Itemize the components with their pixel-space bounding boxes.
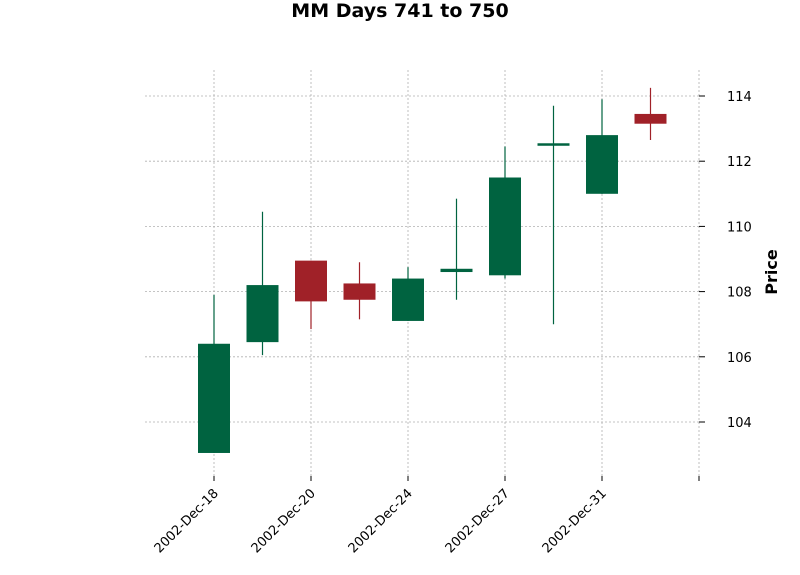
- candle-layer: [198, 87, 667, 453]
- y-tick-label: 104: [727, 416, 752, 431]
- candle-body-up: [392, 278, 424, 321]
- candle: [537, 105, 570, 325]
- x-tick-label: 2002-Dec-20: [249, 486, 319, 556]
- y-axis-label: Price: [762, 249, 781, 295]
- candle-body-up: [489, 177, 521, 276]
- candle: [392, 267, 424, 321]
- x-tick-label: 2002-Dec-27: [443, 486, 513, 556]
- chart-title: MM Days 741 to 750: [291, 0, 508, 22]
- candle-body-up: [440, 268, 473, 273]
- candle: [489, 146, 521, 279]
- y-tick-label: 106: [727, 351, 752, 366]
- candle: [198, 294, 230, 453]
- candle-body-up: [198, 343, 230, 453]
- candle-body-up: [586, 135, 618, 194]
- y-tick-label: 112: [727, 155, 752, 170]
- axis-layer: 104 106 108 110 112 114 2002-Dec-18 2002-Dec-20…: [152, 90, 752, 556]
- candle: [586, 99, 618, 194]
- candle: [440, 198, 473, 300]
- candle-body-down: [343, 283, 376, 300]
- candle: [634, 87, 667, 141]
- y-tick-label: 108: [727, 286, 752, 301]
- x-tick-label: 2002-Dec-18: [152, 486, 222, 556]
- candle-body-up: [246, 285, 279, 343]
- x-tick-label: 2002-Dec-31: [540, 486, 610, 556]
- candle: [295, 260, 327, 330]
- candle-body-down: [295, 260, 327, 302]
- y-tick-label: 114: [727, 90, 752, 105]
- y-tick-label: 110: [727, 220, 752, 235]
- candle: [246, 211, 279, 356]
- candle-body-up: [537, 143, 570, 146]
- candle: [343, 262, 376, 320]
- candle-body-down: [634, 113, 667, 124]
- x-tick-label: 2002-Dec-24: [346, 486, 416, 556]
